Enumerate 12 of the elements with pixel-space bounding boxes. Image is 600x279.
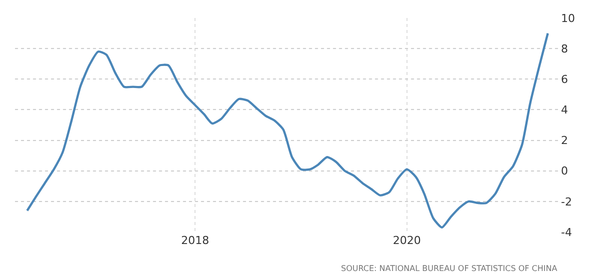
x-tick-label: 2020 [392, 234, 421, 247]
y-tick-label: -4 [561, 226, 572, 239]
y-tick-label: 0 [561, 164, 568, 178]
source-note: SOURCE: NATIONAL BUREAU OF STATISTICS OF CHINA [341, 264, 558, 273]
y-tick-label: 8 [561, 42, 568, 56]
x-tick-label: 2018 [181, 234, 210, 247]
y-tick-label: 4 [561, 104, 568, 117]
y-tick-label: 10 [561, 12, 575, 25]
y-tick-label: 2 [561, 134, 568, 148]
y-tick-label: 6 [561, 72, 568, 86]
y-tick-label: -2 [561, 195, 572, 208]
line-series [26, 32, 549, 229]
